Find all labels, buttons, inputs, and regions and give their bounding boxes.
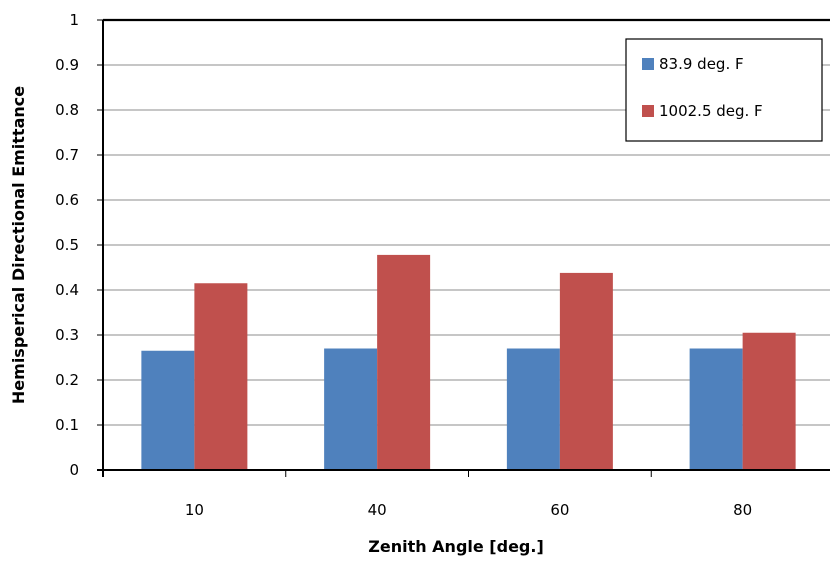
bar-83-9-60 (506, 348, 560, 470)
x-tick-label: 10 (185, 501, 204, 519)
y-tick-label: 0.6 (55, 191, 79, 209)
y-tick-label: 0.5 (55, 236, 79, 254)
y-tick-label: 0.7 (55, 146, 79, 164)
tick-labels: 0 0.1 0.2 0.3 0.4 0.5 0.6 0.7 0.8 0.9 1 10 40 60 80 (55, 11, 752, 519)
bar-83-9-10 (141, 350, 195, 470)
x-tick-label: 80 (733, 501, 752, 519)
legend-swatch-83-9 (642, 58, 654, 70)
y-tick-label: 0 (69, 461, 79, 479)
bar-1002-5-10 (194, 283, 248, 470)
legend-box (625, 38, 823, 142)
y-tick-label: 0.1 (55, 416, 79, 434)
y-tick-label: 0.4 (55, 281, 79, 299)
x-tick-label: 60 (550, 501, 569, 519)
legend: 83.9 deg. F 1002.5 deg. F (625, 38, 823, 142)
bar-83-9-80 (689, 348, 743, 470)
x-axis-title: Zenith Angle [deg.] (368, 537, 544, 556)
legend-label-1002-5: 1002.5 deg. F (659, 102, 763, 120)
y-tick-label: 0.8 (55, 101, 79, 119)
y-tick-label: 0.9 (55, 56, 79, 74)
legend-swatch-1002-5 (642, 105, 654, 117)
x-tick-label: 40 (368, 501, 387, 519)
bar-1002-5-80 (742, 332, 796, 470)
bar-83-9-40 (324, 348, 378, 470)
y-axis-title: Hemisperical Directional Emittance (9, 86, 28, 404)
bar-1002-5-40 (377, 254, 431, 470)
axes (97, 18, 830, 477)
legend-label-83-9: 83.9 deg. F (659, 55, 744, 73)
bar-1002-5-60 (559, 272, 613, 470)
bars (141, 254, 796, 470)
y-tick-label: 0.2 (55, 371, 79, 389)
y-tick-label: 0.3 (55, 326, 79, 344)
y-tick-label: 1 (69, 11, 79, 29)
